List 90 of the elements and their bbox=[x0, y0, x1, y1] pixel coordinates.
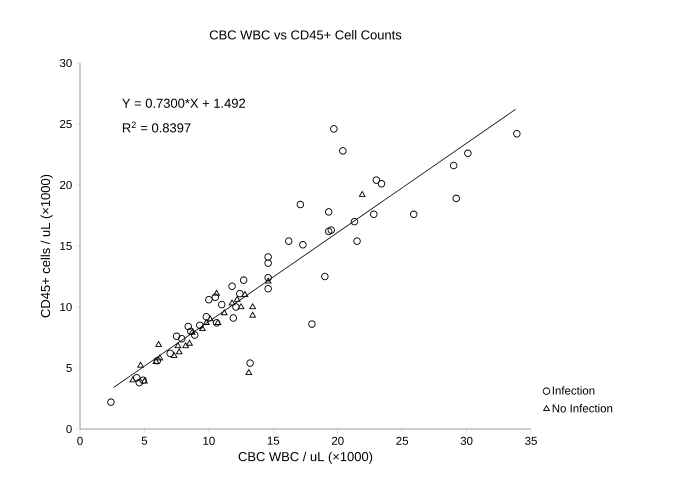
point bbox=[232, 303, 240, 311]
point bbox=[299, 241, 307, 249]
x-tick-label: 5 bbox=[142, 436, 148, 445]
x-tick-label: 35 bbox=[525, 436, 537, 445]
annotation: R$^{2}$ = 0.8397 bbox=[122, 122, 190, 132]
point bbox=[152, 358, 160, 364]
point bbox=[196, 322, 204, 330]
point bbox=[221, 309, 228, 316]
x-tick-label: 30 bbox=[460, 436, 472, 445]
point bbox=[350, 218, 358, 226]
point bbox=[178, 334, 186, 342]
point bbox=[230, 314, 238, 322]
point bbox=[206, 315, 214, 322]
annotation: Y = 0.7300*X + 1.492 bbox=[122, 98, 246, 108]
point bbox=[249, 312, 256, 318]
point bbox=[137, 362, 144, 368]
point bbox=[264, 259, 272, 267]
chart-title: CBC WBC vs CD45+ Cell Counts bbox=[210, 30, 402, 40]
point bbox=[214, 319, 222, 325]
point bbox=[202, 313, 210, 320]
point bbox=[190, 331, 198, 339]
point bbox=[353, 237, 361, 245]
point bbox=[308, 320, 316, 328]
y-tick-label: 5 bbox=[66, 364, 72, 372]
point bbox=[234, 296, 241, 302]
point bbox=[182, 342, 189, 348]
point bbox=[166, 350, 174, 358]
y-tick-label: 10 bbox=[60, 302, 72, 312]
point bbox=[246, 359, 254, 367]
y-tick-label: 30 bbox=[60, 58, 72, 68]
point bbox=[321, 272, 329, 280]
legend-label: Infection bbox=[552, 386, 594, 395]
point bbox=[264, 274, 272, 282]
point bbox=[132, 374, 140, 382]
point bbox=[186, 340, 193, 346]
point bbox=[130, 376, 136, 382]
point bbox=[513, 130, 521, 138]
point bbox=[156, 354, 164, 360]
point bbox=[212, 319, 220, 327]
point bbox=[228, 300, 236, 306]
point bbox=[141, 378, 148, 384]
point bbox=[339, 147, 347, 155]
point bbox=[199, 325, 206, 332]
point bbox=[107, 398, 115, 406]
point bbox=[212, 294, 220, 301]
point bbox=[155, 341, 162, 347]
point bbox=[324, 228, 332, 236]
point bbox=[450, 162, 458, 170]
point bbox=[324, 208, 332, 216]
point bbox=[213, 290, 220, 296]
point bbox=[328, 226, 336, 234]
point bbox=[154, 356, 162, 364]
point bbox=[330, 125, 338, 133]
x-tick-label: 0 bbox=[77, 436, 83, 445]
y-tick-label: 15 bbox=[60, 242, 72, 250]
point bbox=[410, 210, 418, 218]
point bbox=[452, 194, 460, 202]
point bbox=[358, 191, 366, 197]
point bbox=[174, 342, 182, 348]
x-tick-label: 25 bbox=[396, 436, 408, 445]
x-tick-label: 10 bbox=[203, 436, 215, 445]
x-tick-label: 15 bbox=[268, 436, 280, 445]
point bbox=[464, 150, 472, 158]
x-axis-title: CBC WBC / uL (×1000) bbox=[238, 452, 372, 464]
point bbox=[285, 237, 292, 245]
point bbox=[139, 376, 147, 384]
point bbox=[205, 296, 213, 304]
y-tick-label: 25 bbox=[60, 120, 72, 128]
y-tick-label: 20 bbox=[60, 180, 72, 190]
point bbox=[249, 303, 256, 310]
point bbox=[296, 200, 304, 208]
point bbox=[202, 319, 210, 325]
legend-label: No Infection bbox=[552, 404, 612, 412]
point bbox=[246, 369, 252, 375]
point bbox=[240, 276, 248, 284]
y-axis-title: CD45+ cells / uL (×1000) bbox=[40, 174, 53, 318]
point bbox=[136, 378, 144, 386]
point bbox=[228, 282, 236, 290]
point bbox=[264, 278, 272, 284]
point bbox=[370, 210, 378, 218]
x-tick-label: 20 bbox=[332, 436, 344, 445]
point bbox=[238, 303, 244, 310]
point bbox=[264, 253, 272, 261]
point bbox=[176, 348, 183, 354]
y-tick-label: 0 bbox=[66, 424, 72, 434]
point bbox=[378, 180, 386, 188]
point bbox=[172, 332, 180, 340]
point bbox=[372, 176, 380, 184]
point bbox=[218, 300, 226, 308]
point bbox=[264, 284, 272, 292]
